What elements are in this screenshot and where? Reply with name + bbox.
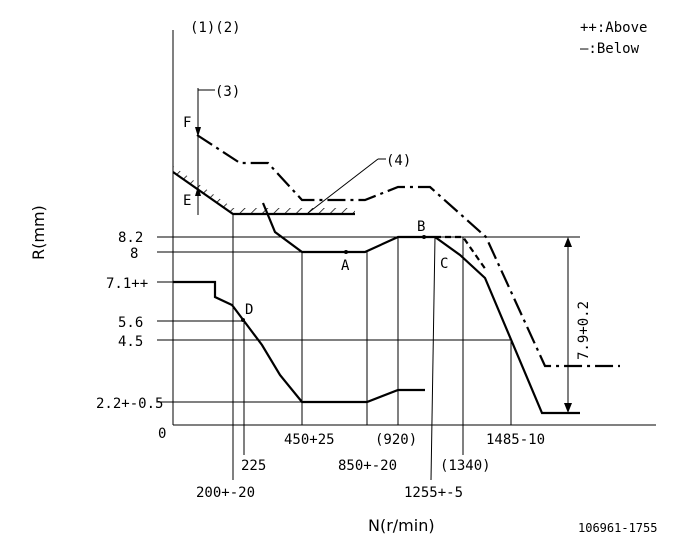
marker-d [241, 318, 245, 322]
x-tick-225: 225 [241, 458, 266, 474]
point-f: F [183, 115, 191, 131]
hatch-region [173, 166, 355, 214]
x-tick-850: 850+-20 [338, 458, 397, 474]
indicator-arrow-f [195, 127, 201, 137]
upper-curve-dashed [435, 235, 487, 271]
y-axis-title: R(mm) [29, 205, 48, 260]
y-tick-4.5: 4.5 [118, 334, 143, 350]
stop-line [172, 171, 355, 216]
x-tick-1485: 1485-10 [486, 432, 545, 448]
y-tick-8.2: 8.2 [118, 230, 143, 246]
x-tick-1255: 1255+-5 [404, 485, 463, 501]
leader-4 [307, 158, 379, 214]
point-c: C [440, 256, 448, 272]
ref-vline-1255 [430, 236, 436, 481]
y-tick-0: 0 [158, 426, 166, 442]
callout-1-2: (1)(2) [190, 20, 241, 36]
x-axis-title: N(r/min) [368, 516, 435, 535]
y-tick-8: 8 [130, 246, 138, 262]
dimension-label: 7.9+0.2 [576, 301, 592, 360]
y-tick-7.1: 7.1++ [106, 276, 148, 292]
x-tick-450: 450+25 [284, 432, 335, 448]
callout-4: (4) [386, 153, 411, 169]
x-tick-920: (920) [375, 432, 417, 448]
y-tick-2.2: 2.2+-0.5 [96, 396, 163, 412]
x-tick-1340: (1340) [440, 458, 491, 474]
y-tick-5.6: 5.6 [118, 315, 143, 331]
point-d: D [245, 302, 253, 318]
upper-curve [261, 202, 435, 254]
x-tick-200: 200+-20 [196, 485, 255, 501]
point-b: B [417, 219, 425, 235]
point-e: E [183, 193, 191, 209]
marker-b [422, 235, 426, 239]
dimension-arrow-bottom [564, 403, 572, 413]
main-curve [173, 280, 425, 404]
legend-above: ++:Above [580, 20, 647, 36]
high-speed-curve [434, 236, 580, 415]
indicator-arrow-e [195, 186, 201, 196]
dimension-arrow-top [564, 237, 572, 247]
point-a: A [341, 258, 350, 274]
figure-id: 106961-1755 [578, 521, 657, 535]
legend-below: —:Below [580, 41, 640, 57]
callout-3: (3) [215, 84, 240, 100]
marker-a [344, 250, 348, 254]
below-curve [196, 134, 620, 368]
